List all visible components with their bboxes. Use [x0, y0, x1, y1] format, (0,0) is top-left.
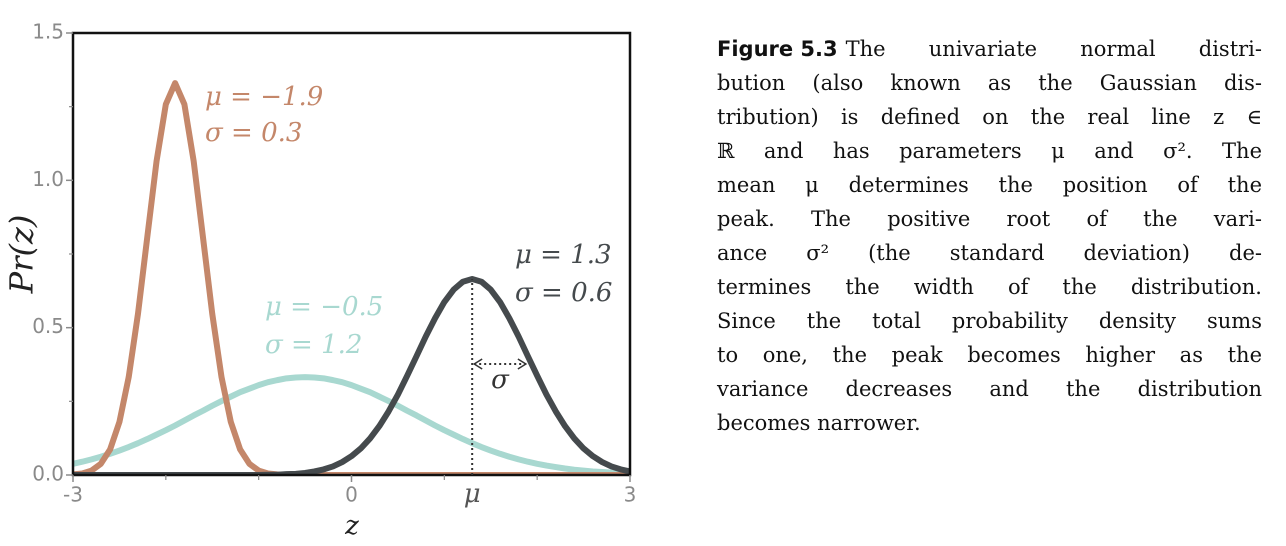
caption-first-line: Figure 5.3 The univariate normal distri- [717, 32, 1262, 66]
y-tick-label: 1.5 [32, 20, 64, 44]
sigma-label: σ [491, 365, 510, 395]
arrow-head [517, 358, 528, 370]
series-label: μ = 1.3 [515, 240, 612, 270]
x-axis-title: z [344, 511, 359, 541]
caption-line: to one, the peak becomes higher as the [717, 343, 1262, 367]
series-label: σ = 0.6 [515, 278, 612, 308]
series-line [73, 80, 630, 475]
y-tick-label: 0.5 [32, 314, 64, 338]
y-axis-title: Pr(z) [3, 215, 41, 295]
caption-line: ℝ and has parameters μ and σ². The [717, 139, 1262, 163]
caption-line: variance decreases and the distribution [717, 377, 1262, 401]
plot-lines [73, 80, 630, 475]
series-label: σ = 1.2 [265, 330, 362, 360]
series-line [73, 374, 630, 475]
y-tick-label: 0.0 [32, 462, 64, 486]
x-tick-label: -3 [63, 483, 83, 507]
arrow-head [472, 358, 483, 370]
caption-line: bution (also known as the Gaussian dis- [717, 71, 1262, 95]
caption-line: peak. The positive root of the vari- [717, 207, 1262, 231]
caption-line: ance σ² (the standard deviation) de- [717, 241, 1262, 265]
chart: z Pr(z) μ = −1.9 σ = 0.3 μ = −0.5 σ = 1.… [3, 20, 637, 542]
series-line [73, 276, 630, 475]
x-tick-label: 0 [345, 483, 358, 507]
caption-line: tribution) is defined on the real line z… [717, 105, 1262, 129]
caption-line: termines the width of the distribution. [717, 275, 1262, 299]
series-label: μ = −1.9 [205, 82, 323, 112]
caption-line: mean μ determines the position of the [717, 173, 1262, 197]
caption-line: Since the total probability density sums [717, 309, 1262, 333]
series-label: σ = 0.3 [205, 118, 302, 148]
caption-line: becomes narrower. [717, 411, 921, 435]
caption-label: Figure 5.3 [717, 37, 838, 61]
x-tick-label: 3 [624, 483, 637, 507]
caption-line: The univariate normal distri- [845, 37, 1262, 61]
y-tick-label: 1.0 [32, 167, 64, 191]
caption: Figure 5.3 The univariate normal distri-b… [717, 32, 1262, 440]
series-label: μ = −0.5 [265, 292, 383, 322]
mu-label: μ [464, 479, 481, 509]
